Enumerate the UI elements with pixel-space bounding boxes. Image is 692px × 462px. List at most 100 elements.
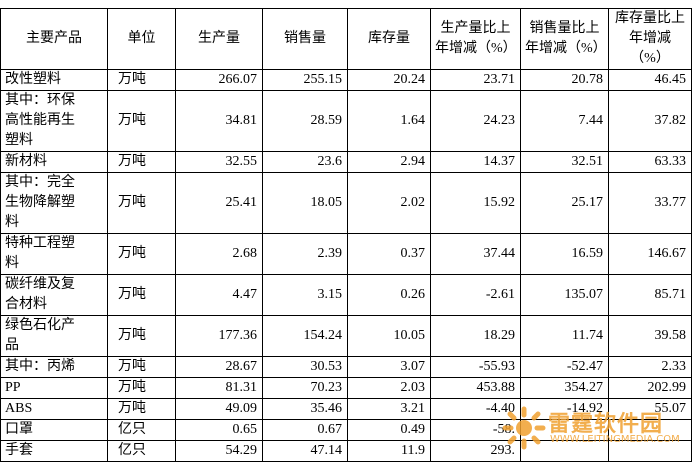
number-cell: 16.59 [520, 233, 609, 275]
product-cell: 手套 [0, 440, 108, 462]
table-row: 新材料 万吨 32.55 23.6 2.94 14.37 32.51 63.33 [0, 151, 692, 173]
number-cell: 0.26 [347, 274, 431, 316]
table-row: 特种工程塑料 万吨 2.68 2.39 0.37 37.44 16.59 146.67 [0, 233, 692, 275]
product-name: ABS [5, 401, 33, 416]
watermark-url: WWW.LEITINGMEDIA.COM [550, 434, 680, 445]
product-name: 改性塑料 [5, 72, 61, 87]
number-cell: 35.46 [262, 398, 348, 420]
number-cell: 146.67 [608, 233, 692, 275]
number-cell: 453.88 [430, 377, 521, 399]
number-cell: 15.92 [430, 172, 521, 234]
number-cell: 11.74 [520, 315, 609, 357]
number-cell: 2.94 [347, 151, 431, 173]
product-table: 主要产品 单位 生产量 销售量 库存量 生产量比上年增减（%） 销售量比上年增减（%） 库存量… [0, 8, 692, 462]
number-cell: 2.02 [347, 172, 431, 234]
number-cell: 266.07 [175, 69, 263, 91]
number-cell: 47.14 [262, 440, 348, 462]
number-cell: 177.36 [175, 315, 263, 357]
number-cell: -52.47 [520, 356, 609, 378]
number-cell: 32.55 [175, 151, 263, 173]
number-cell: 18.29 [430, 315, 521, 357]
number-cell: 20.78 [520, 69, 609, 91]
number-cell: 1.64 [347, 90, 431, 152]
unit-cell: 万吨 [107, 233, 176, 275]
number-cell: 32.51 [520, 151, 609, 173]
number-cell: 10.05 [347, 315, 431, 357]
header-cell: 主要产品 [0, 8, 108, 70]
table-row: 绿色石化产品 万吨 177.36 154.24 10.05 18.29 11.74 39.58 [0, 315, 692, 357]
number-cell: 2.03 [347, 377, 431, 399]
product-name: PP [5, 380, 21, 395]
unit-cell: 万吨 [107, 172, 176, 234]
number-cell: -55.93 [430, 356, 521, 378]
number-cell: 2.68 [175, 233, 263, 275]
unit-cell: 万吨 [107, 90, 176, 152]
table-row: 碳纤维及复合材料 万吨 4.47 3.15 0.26 -2.61 135.07 85.71 [0, 274, 692, 316]
header-cell: 销售量比上年增减（%） [520, 8, 609, 70]
number-cell: 30.53 [262, 356, 348, 378]
number-cell: 0.67 [262, 419, 348, 441]
header-row: 主要产品 单位 生产量 销售量 库存量 生产量比上年增减（%） 销售量比上年增减（%） 库存量… [0, 8, 692, 70]
unit-cell: 万吨 [107, 69, 176, 91]
number-cell: 255.15 [262, 69, 348, 91]
product-cell: 其中：丙烯 [0, 356, 108, 378]
number-cell: 28.67 [175, 356, 263, 378]
product-cell: 口罩 [0, 419, 108, 441]
number-cell: 3.07 [347, 356, 431, 378]
number-cell: 3.21 [347, 398, 431, 420]
product-cell: 碳纤维及复合材料 [0, 274, 108, 316]
number-cell: 34.81 [175, 90, 263, 152]
header-cell: 库存量比上年增减（%） [608, 8, 692, 70]
unit-cell: 亿只 [107, 440, 176, 462]
table-row: 其中：丙烯 万吨 28.67 30.53 3.07 -55.93 -52.47 2.33 [0, 356, 692, 378]
watermark-logo [502, 406, 546, 450]
number-cell: 354.27 [520, 377, 609, 399]
table-row: PP 万吨 81.31 70.23 2.03 453.88 354.27 202.99 [0, 377, 692, 399]
product-cell: 新材料 [0, 151, 108, 173]
product-name: 特种工程塑料 [5, 236, 75, 271]
number-cell: 63.33 [608, 151, 692, 173]
number-cell: 49.09 [175, 398, 263, 420]
product-name: 口罩 [5, 422, 33, 437]
unit-cell: 万吨 [107, 315, 176, 357]
number-cell: -2.61 [430, 274, 521, 316]
unit-cell: 万吨 [107, 274, 176, 316]
header-cell: 生产量 [175, 8, 263, 70]
number-cell: 37.44 [430, 233, 521, 275]
number-cell: 23.6 [262, 151, 348, 173]
product-name: 绿色石化产品 [5, 318, 75, 353]
number-cell: 54.29 [175, 440, 263, 462]
product-cell: 特种工程塑料 [0, 233, 108, 275]
table-row: 其中：完全生物降解塑料 万吨 25.41 18.05 2.02 15.92 25.17 33.… [0, 172, 692, 234]
number-cell: 25.17 [520, 172, 609, 234]
header-cell: 生产量比上年增减（%） [430, 8, 521, 70]
product-name: 新材料 [5, 154, 47, 169]
number-cell: 7.44 [520, 90, 609, 152]
number-cell: 154.24 [262, 315, 348, 357]
product-cell: PP [0, 377, 108, 399]
unit-cell: 万吨 [107, 398, 176, 420]
watermark: 雷霆软件园 WWW.LEITINGMEDIA.COM [500, 404, 690, 452]
number-cell: 33.77 [608, 172, 692, 234]
product-cell: 其中：环保高性能再生塑料 [0, 90, 108, 152]
number-cell: 23.71 [430, 69, 521, 91]
number-cell: 3.15 [262, 274, 348, 316]
number-cell: 0.49 [347, 419, 431, 441]
number-cell: 11.9 [347, 440, 431, 462]
number-cell: 20.24 [347, 69, 431, 91]
number-cell: 202.99 [608, 377, 692, 399]
header-cell: 单位 [107, 8, 176, 70]
product-name: 其中：完全生物降解塑料 [5, 175, 75, 230]
number-cell: 18.05 [262, 172, 348, 234]
header-cell: 销售量 [262, 8, 348, 70]
product-name: 碳纤维及复合材料 [5, 277, 75, 312]
number-cell: 81.31 [175, 377, 263, 399]
product-cell: 绿色石化产品 [0, 315, 108, 357]
unit-cell: 万吨 [107, 151, 176, 173]
table-row: 其中：环保高性能再生塑料 万吨 34.81 28.59 1.64 24.23 7.44 37.… [0, 90, 692, 152]
header-cell: 库存量 [347, 8, 431, 70]
number-cell: 2.39 [262, 233, 348, 275]
watermark-title: 雷霆软件园 [548, 412, 664, 437]
